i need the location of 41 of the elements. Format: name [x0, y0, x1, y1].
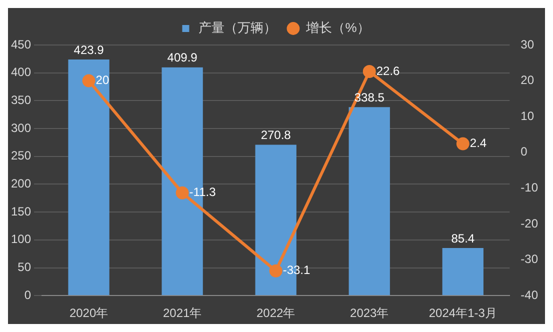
- point: [82, 74, 96, 88]
- point: [362, 64, 376, 78]
- y-tick-label: 0: [24, 288, 32, 302]
- y-tick-label: 350: [10, 93, 32, 107]
- y-tick-label: 100: [10, 232, 32, 246]
- point: [176, 186, 189, 200]
- y-tick-label: 50: [18, 260, 32, 274]
- legend-label: 增长（%）: [305, 20, 370, 36]
- y-tick-label: 450: [10, 37, 32, 52]
- x-tick-label: 2022年: [256, 306, 296, 320]
- y-tick-label: 400: [10, 65, 32, 80]
- bar: [442, 248, 484, 296]
- x-tick-label: 2023年: [350, 306, 389, 320]
- bar: [348, 107, 390, 296]
- y-tick-label: 250: [10, 148, 32, 163]
- data-label: 20: [96, 73, 110, 88]
- data-label: -33.1: [282, 263, 311, 278]
- y-tick-label: 150: [10, 204, 32, 218]
- point: [269, 264, 282, 278]
- data-label: 85.4: [451, 231, 475, 246]
- data-label: 22.6: [376, 64, 400, 78]
- y-tick-label: 300: [10, 120, 32, 135]
- y2-tick-label: 0: [520, 144, 528, 159]
- x-tick-label: 2021年: [162, 306, 202, 320]
- x-tick-label: 2024年1-3月: [428, 306, 497, 320]
- data-label: 2.4: [470, 136, 487, 150]
- data-label: 409.9: [167, 50, 198, 65]
- y2-tick-label: -30: [520, 252, 538, 266]
- bar: [68, 60, 110, 296]
- data-label: 423.9: [74, 42, 104, 57]
- y2-tick-label: 30: [520, 37, 534, 52]
- y-tick-label: 200: [10, 176, 32, 191]
- y2-tick-label: 10: [520, 108, 534, 123]
- y2-tick-label: -10: [520, 180, 538, 195]
- x-tick-label: 2020年: [69, 306, 108, 320]
- point: [456, 137, 470, 150]
- y2-tick-label: -40: [520, 288, 538, 302]
- legend-label: 产量（万辆）: [198, 20, 277, 36]
- data-label: 270.8: [260, 128, 292, 142]
- y2-tick-label: 20: [520, 73, 534, 88]
- y2-tick-label: -20: [520, 216, 538, 230]
